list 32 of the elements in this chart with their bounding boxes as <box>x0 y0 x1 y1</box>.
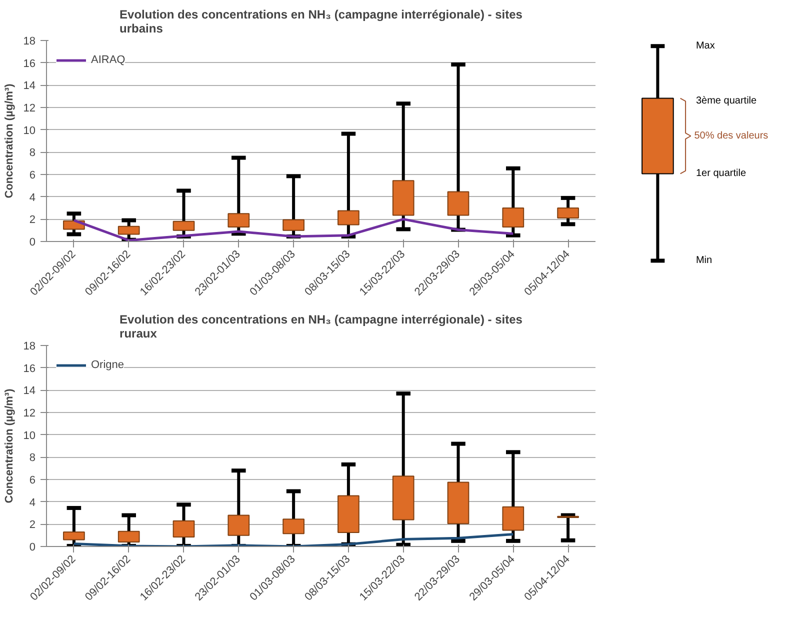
y-axis-title: Concentration (µg/m³) <box>3 83 16 198</box>
y-tick-label: 8 <box>29 452 36 464</box>
legend-label: Origne <box>91 359 124 371</box>
y-tick-label: 10 <box>23 430 36 442</box>
y-tick-label: 4 <box>29 192 36 204</box>
y-tick-label: 2 <box>29 214 36 226</box>
legend-label: AIRAQ <box>91 54 126 66</box>
chart-title: Evolution des concentrations en NH₃ (campagne interrégionale) - sites urbains <box>120 8 523 36</box>
y-tick-label: 2 <box>29 519 36 532</box>
y-tick-label: 8 <box>29 147 36 160</box>
y-axis-title: Concentration (µg/m³) <box>3 388 16 504</box>
y-tick-label: 18 <box>23 36 36 48</box>
y-tick-label: 12 <box>23 102 36 114</box>
y-tick-label: 14 <box>23 80 36 92</box>
text: 1er quartile <box>696 168 746 180</box>
line-series <box>72 532 514 546</box>
text: Min <box>696 255 712 266</box>
chart-title: Evolution des concentrations en NH₃ (campagne interrégionale) - sites ruraux <box>120 312 523 340</box>
y-tick-label: 4 <box>29 496 36 509</box>
y-tick-label: 0 <box>29 542 36 554</box>
y-tick-label: 6 <box>29 170 36 182</box>
text: 3ème quartile <box>696 96 758 107</box>
y-tick-label: 18 <box>23 340 36 352</box>
y-tick-label: 16 <box>23 362 36 375</box>
text: 50% des valeurs <box>694 130 768 142</box>
y-tick-label: 0 <box>29 236 36 248</box>
y-tick-label: 10 <box>23 124 36 137</box>
y-tick-label: 12 <box>23 408 36 420</box>
y-tick-label: 6 <box>29 474 36 486</box>
y-tick-label: 14 <box>23 385 36 398</box>
y-tick-label: 16 <box>23 58 36 70</box>
text: Max <box>696 40 715 52</box>
